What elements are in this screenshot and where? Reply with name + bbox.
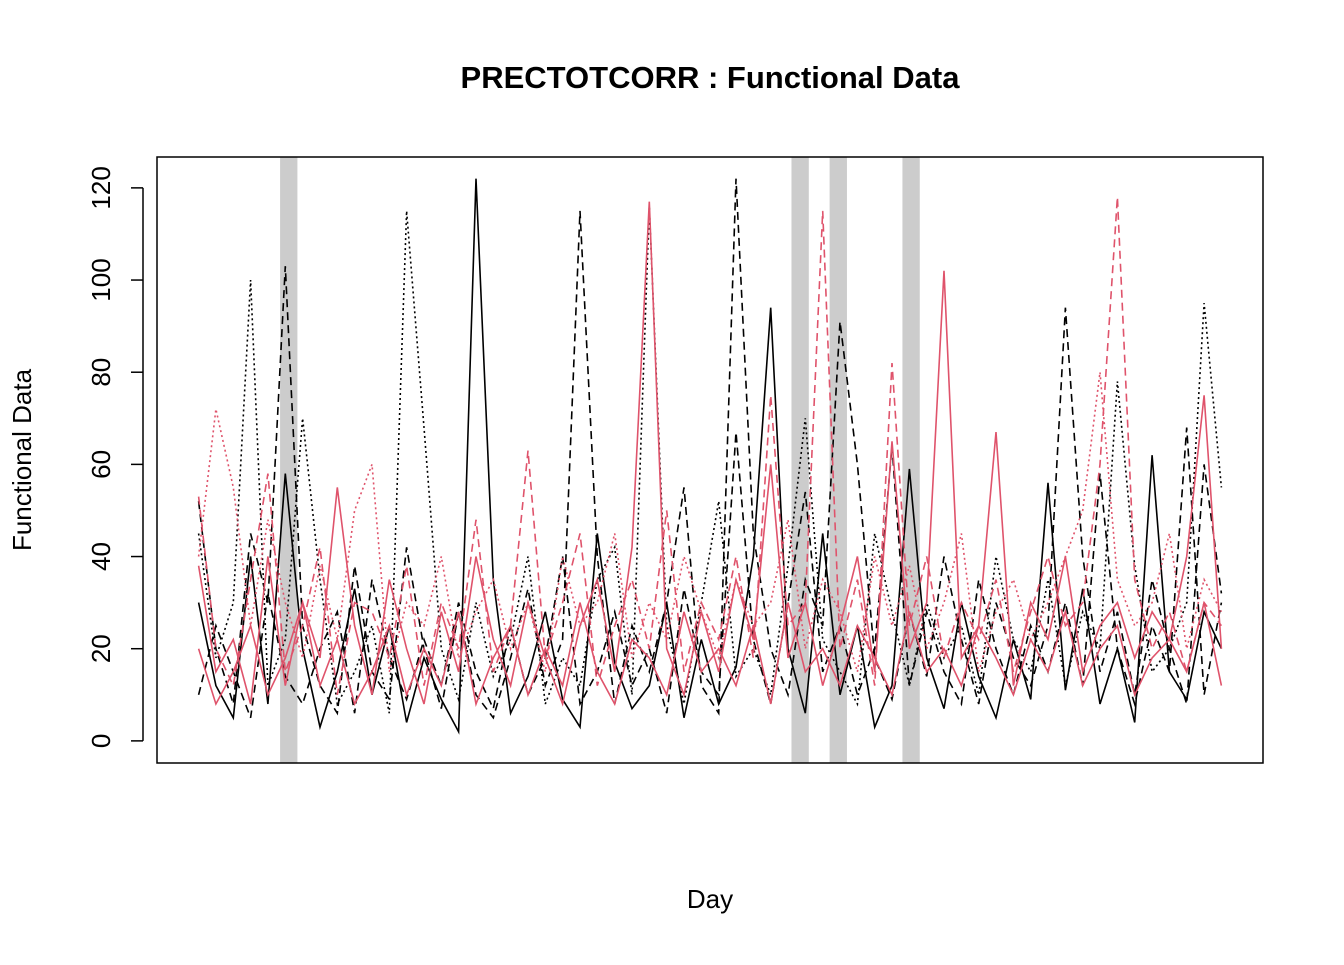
data-line	[197, 178, 1223, 720]
data-line	[197, 201, 1223, 707]
y-tick-label: 0	[86, 734, 116, 748]
data-line	[197, 197, 1223, 695]
data-line	[197, 372, 1223, 673]
y-tick-label: 60	[86, 450, 116, 479]
y-tick-label: 100	[86, 258, 116, 301]
y-axis-label: Functional Data	[7, 368, 37, 551]
chart-title: PRECTOTCORR : Functional Data	[461, 60, 961, 95]
data-line	[197, 206, 1223, 714]
data-line	[197, 599, 1223, 707]
shaded-band	[791, 157, 809, 763]
y-tick-label: 80	[86, 358, 116, 387]
shaded-band	[829, 157, 847, 763]
y-tick-label: 120	[86, 166, 116, 209]
plot-box	[156, 156, 1264, 764]
shaded-band	[902, 157, 920, 763]
x-axis-label: Day	[687, 884, 733, 914]
data-line	[197, 178, 1223, 735]
y-tick-label: 20	[86, 634, 116, 663]
y-tick-label: 40	[86, 542, 116, 571]
shaded-band	[280, 157, 298, 763]
